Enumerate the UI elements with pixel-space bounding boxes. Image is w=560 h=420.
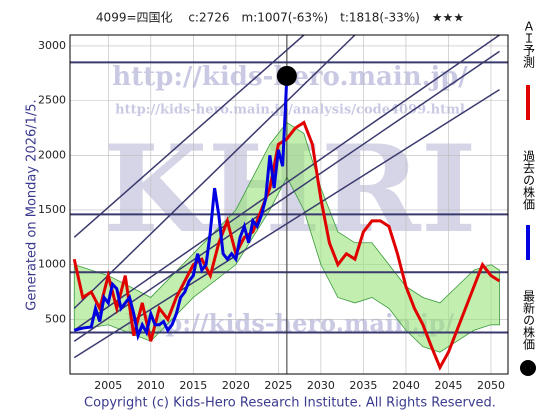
legend-label: 最新の株価 [522,290,536,350]
plot-frame [69,34,509,375]
legend-label: 過去の株価 [522,150,536,210]
x-tick-label: 2040 [392,379,420,392]
watermark: http://kids-hero.main.jp/analysis/code40… [115,103,465,118]
x-tick-label: 2020 [222,379,250,392]
x-tick-label: 2045 [434,379,462,392]
y-tick-label: 1500 [38,203,66,216]
trend-line [73,35,356,309]
legend-marker [520,360,536,376]
y-tick-label: 500 [45,312,66,325]
x-tick-label: 2030 [307,379,335,392]
side-note: Generated on Monday 2026/1/5. [25,99,40,310]
forecast-band [73,121,500,353]
x-tick-label: 2005 [94,379,122,392]
latest-price [276,65,297,86]
x-tick-label: 2050 [477,379,505,392]
trend-line [73,35,305,238]
series-line [73,75,289,342]
x-tick-label: 2010 [137,379,165,392]
chart-title: 4099=四国化 c:2726 m:1007(-63%) t:1818(-33%… [96,11,464,25]
y-tick-label: 1000 [38,258,66,271]
trend-line [73,35,500,331]
y-tick-label: 2000 [38,148,66,161]
x-tick-label: 2035 [349,379,377,392]
plot-area: http://kids-hero.main.jp/http://kids-her… [70,35,508,374]
trend-line [73,50,500,342]
x-tick-label: 2015 [179,379,207,392]
footer: Copyright (c) Kids-Hero Research Institu… [84,396,496,411]
y-tick-label: 2500 [38,94,66,107]
legend-label: ＡＩ予測 [522,20,536,69]
series-line [72,120,501,371]
y-tick-label: 3000 [38,39,66,52]
x-tick-label: 2025 [264,379,292,392]
